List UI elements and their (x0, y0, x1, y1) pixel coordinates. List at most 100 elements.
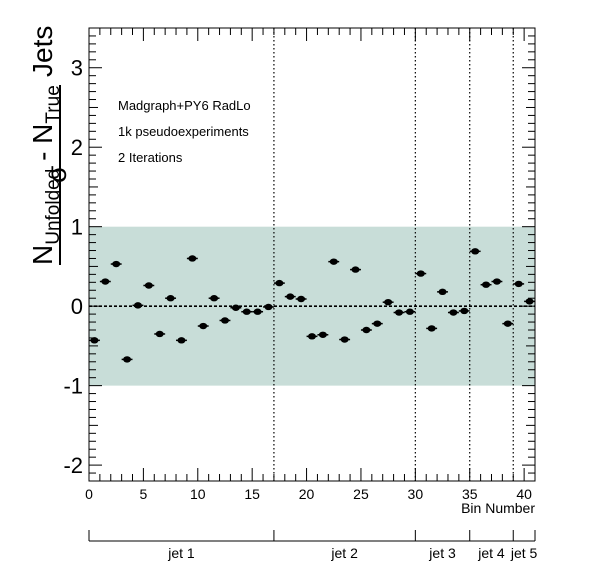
data-point (154, 330, 166, 338)
point-marker (90, 337, 99, 344)
data-point (176, 337, 187, 344)
point-marker (199, 322, 208, 330)
point-marker (231, 304, 240, 311)
jet-group-label: jet 4 (477, 545, 505, 561)
data-point (306, 333, 318, 340)
y-axis-ticks: -2 -1 0 1 2 3 (63, 27, 535, 482)
point-marker (177, 337, 186, 344)
x-tick-label: 5 (139, 486, 147, 502)
y-tick-label: -1 (63, 374, 83, 399)
point-marker (427, 325, 436, 332)
point-marker (308, 333, 316, 340)
jet-group-axis: jet 1 jet 2 jet 3 jet 4 jet 5 (88, 530, 538, 561)
data-point (491, 278, 503, 285)
point-marker (438, 288, 447, 296)
data-point (480, 281, 492, 288)
point-marker (340, 336, 349, 343)
data-point (393, 309, 405, 316)
point-marker (264, 303, 273, 311)
point-marker (329, 258, 338, 265)
data-point (241, 308, 253, 315)
point-marker (133, 302, 142, 309)
data-point (230, 304, 242, 311)
x-tick-label: 20 (299, 486, 315, 502)
y-tick-label: 3 (71, 56, 83, 81)
data-point (513, 280, 525, 288)
data-point (404, 308, 416, 315)
point-marker (286, 293, 295, 300)
point-marker (123, 356, 132, 363)
data-point (273, 279, 285, 287)
jet-group-label: jet 2 (330, 545, 358, 561)
data-point (219, 317, 231, 324)
data-point (99, 278, 111, 285)
point-marker (471, 248, 480, 255)
data-point (132, 302, 144, 309)
point-marker (362, 326, 371, 334)
point-marker (297, 295, 306, 303)
point-marker (242, 308, 251, 315)
annotation-text: 2 Iterations (118, 150, 183, 165)
point-marker (220, 317, 229, 324)
y-tick-label: 0 (71, 294, 83, 319)
y-tick-label: 2 (71, 135, 83, 160)
data-point (186, 255, 198, 262)
point-marker (253, 308, 262, 315)
x-tick-label: 25 (353, 486, 369, 502)
x-tick-label: 35 (462, 486, 478, 502)
point-marker (155, 330, 164, 338)
svg-text:NUnfolded - NTrue: NUnfolded - NTrue (27, 85, 64, 265)
ylabel-sub-true: True (43, 85, 64, 123)
data-point (339, 336, 351, 343)
point-marker (514, 280, 523, 288)
point-marker (112, 260, 121, 268)
data-point (89, 337, 100, 344)
ylabel-sigma: σ (41, 166, 72, 183)
y-tick-label: 1 (71, 215, 83, 240)
data-point (165, 295, 177, 302)
point-marker (492, 278, 501, 285)
jet-group-label: jet 5 (510, 545, 538, 561)
point-marker (101, 278, 110, 285)
point-marker (503, 320, 512, 327)
jet-group-label: jet 1 (167, 545, 195, 561)
y-axis-label: NUnfolded - NTrue σ Jets (27, 26, 72, 265)
data-point (469, 248, 481, 255)
ylabel-sub-unfolded: Unfolded (43, 169, 64, 245)
x-tick-label: 10 (190, 486, 206, 502)
plot-frame (88, 27, 536, 482)
data-point (121, 356, 133, 363)
data-point (197, 322, 209, 330)
data-point (437, 288, 448, 296)
data-point (360, 326, 372, 334)
data-point (110, 260, 122, 268)
point-marker (525, 298, 534, 305)
ylabel-n: N (27, 245, 58, 265)
point-marker (144, 282, 153, 289)
data-point (295, 295, 307, 303)
data-point (350, 266, 361, 273)
data-point (208, 295, 220, 302)
point-marker (351, 266, 360, 273)
data-point (284, 293, 296, 300)
annotations: Madgraph+PY6 RadLo 1k pseudoexperiments 2 … (118, 98, 251, 165)
data-point (502, 320, 514, 327)
point-marker (275, 279, 284, 287)
data-point (252, 308, 264, 315)
data-point (263, 303, 274, 311)
data-point (317, 331, 329, 338)
data-point (328, 258, 340, 265)
data-points (89, 248, 535, 363)
x-axis-label: Bin Number (461, 500, 535, 516)
point-marker (449, 309, 458, 316)
data-point (415, 270, 427, 277)
point-marker (188, 255, 197, 262)
data-point (371, 320, 383, 327)
y-tick-label: -2 (63, 453, 83, 478)
ylabel-jets: Jets (27, 26, 58, 77)
jet-group-label: jet 3 (428, 545, 456, 561)
point-marker (416, 270, 425, 277)
x-tick-label: 40 (516, 486, 532, 502)
data-point (143, 282, 155, 289)
